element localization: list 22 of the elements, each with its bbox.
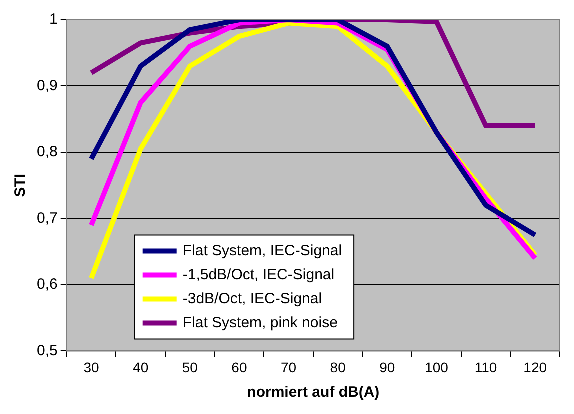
x-tick-label: 120 — [524, 359, 548, 376]
y-tick-label: 0,5 — [36, 342, 58, 360]
x-tick-label: 100 — [425, 359, 449, 376]
y-tick-label: 1 — [50, 11, 58, 28]
y-tick-label: 0,6 — [36, 276, 58, 294]
y-tick-label: 0,8 — [36, 144, 58, 161]
x-axis-title: normiert auf dB(A) — [247, 384, 380, 402]
x-tick-label: 60 — [232, 359, 248, 376]
legend-label: Flat System, IEC-Signal — [182, 242, 342, 260]
x-tick-label: 80 — [330, 359, 346, 376]
y-tick-label: 0,7 — [36, 210, 58, 227]
legend-label: Flat System, pink noise — [182, 314, 338, 332]
x-tick-label: 70 — [280, 359, 297, 376]
y-axis-title: STI — [12, 174, 30, 198]
x-tick-label: 90 — [380, 359, 396, 376]
legend-label: -1,5dB/Oct, IEC-Signal — [182, 266, 335, 284]
y-tick-label: 0,9 — [36, 77, 58, 94]
x-tick-label: 40 — [133, 359, 149, 376]
x-tick-label: 50 — [182, 359, 198, 376]
x-tick-label: 110 — [474, 359, 498, 376]
x-tick-label: 30 — [84, 359, 100, 376]
legend-label: -3dB/Oct, IEC-Signal — [182, 290, 322, 308]
